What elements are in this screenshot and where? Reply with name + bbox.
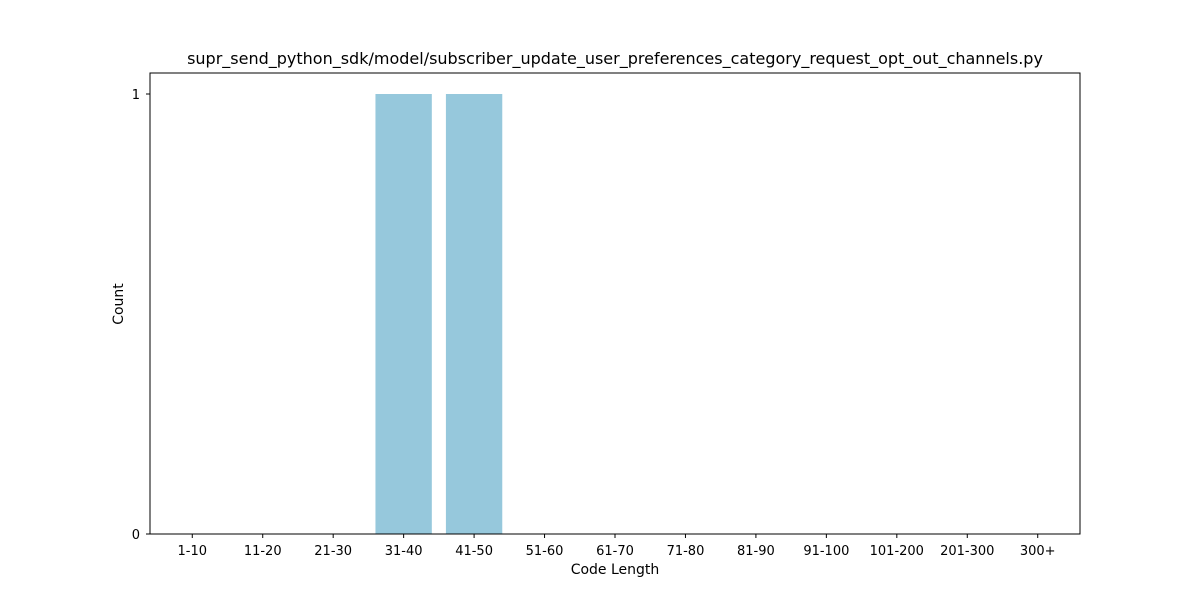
x-tick-label: 201-300 xyxy=(940,544,994,559)
x-tick-label: 300+ xyxy=(1020,544,1056,559)
x-tick-label: 81-90 xyxy=(737,544,775,559)
x-tick-label: 71-80 xyxy=(667,544,705,559)
bar-41-50 xyxy=(445,94,503,534)
x-axis-ticks: 1-10 11-20 21-30 31-40 41-50 51-60 61-70 71-80 8… xyxy=(178,534,1056,559)
x-tick-label: 11-20 xyxy=(244,544,282,559)
bars-layer xyxy=(375,94,503,534)
x-tick-label: 31-40 xyxy=(385,544,423,559)
bar-31-40 xyxy=(375,94,432,534)
y-tick-label: 0 xyxy=(132,528,140,543)
x-tick-label: 61-70 xyxy=(596,544,634,559)
x-axis-label: Code Length xyxy=(571,562,660,578)
y-tick-label: 1 xyxy=(132,88,140,103)
x-tick-label: 51-60 xyxy=(526,544,564,559)
y-axis-ticks: 01 xyxy=(132,88,150,543)
chart-title: supr_send_python_sdk/model/subscriber_up… xyxy=(187,49,1043,69)
x-tick-label: 41-50 xyxy=(455,544,493,559)
x-tick-label: 21-30 xyxy=(314,544,352,559)
x-tick-label: 101-200 xyxy=(870,544,924,559)
x-tick-label: 1-10 xyxy=(178,544,208,559)
x-tick-label: 91-100 xyxy=(803,544,849,559)
y-axis-label: Count xyxy=(111,283,127,325)
